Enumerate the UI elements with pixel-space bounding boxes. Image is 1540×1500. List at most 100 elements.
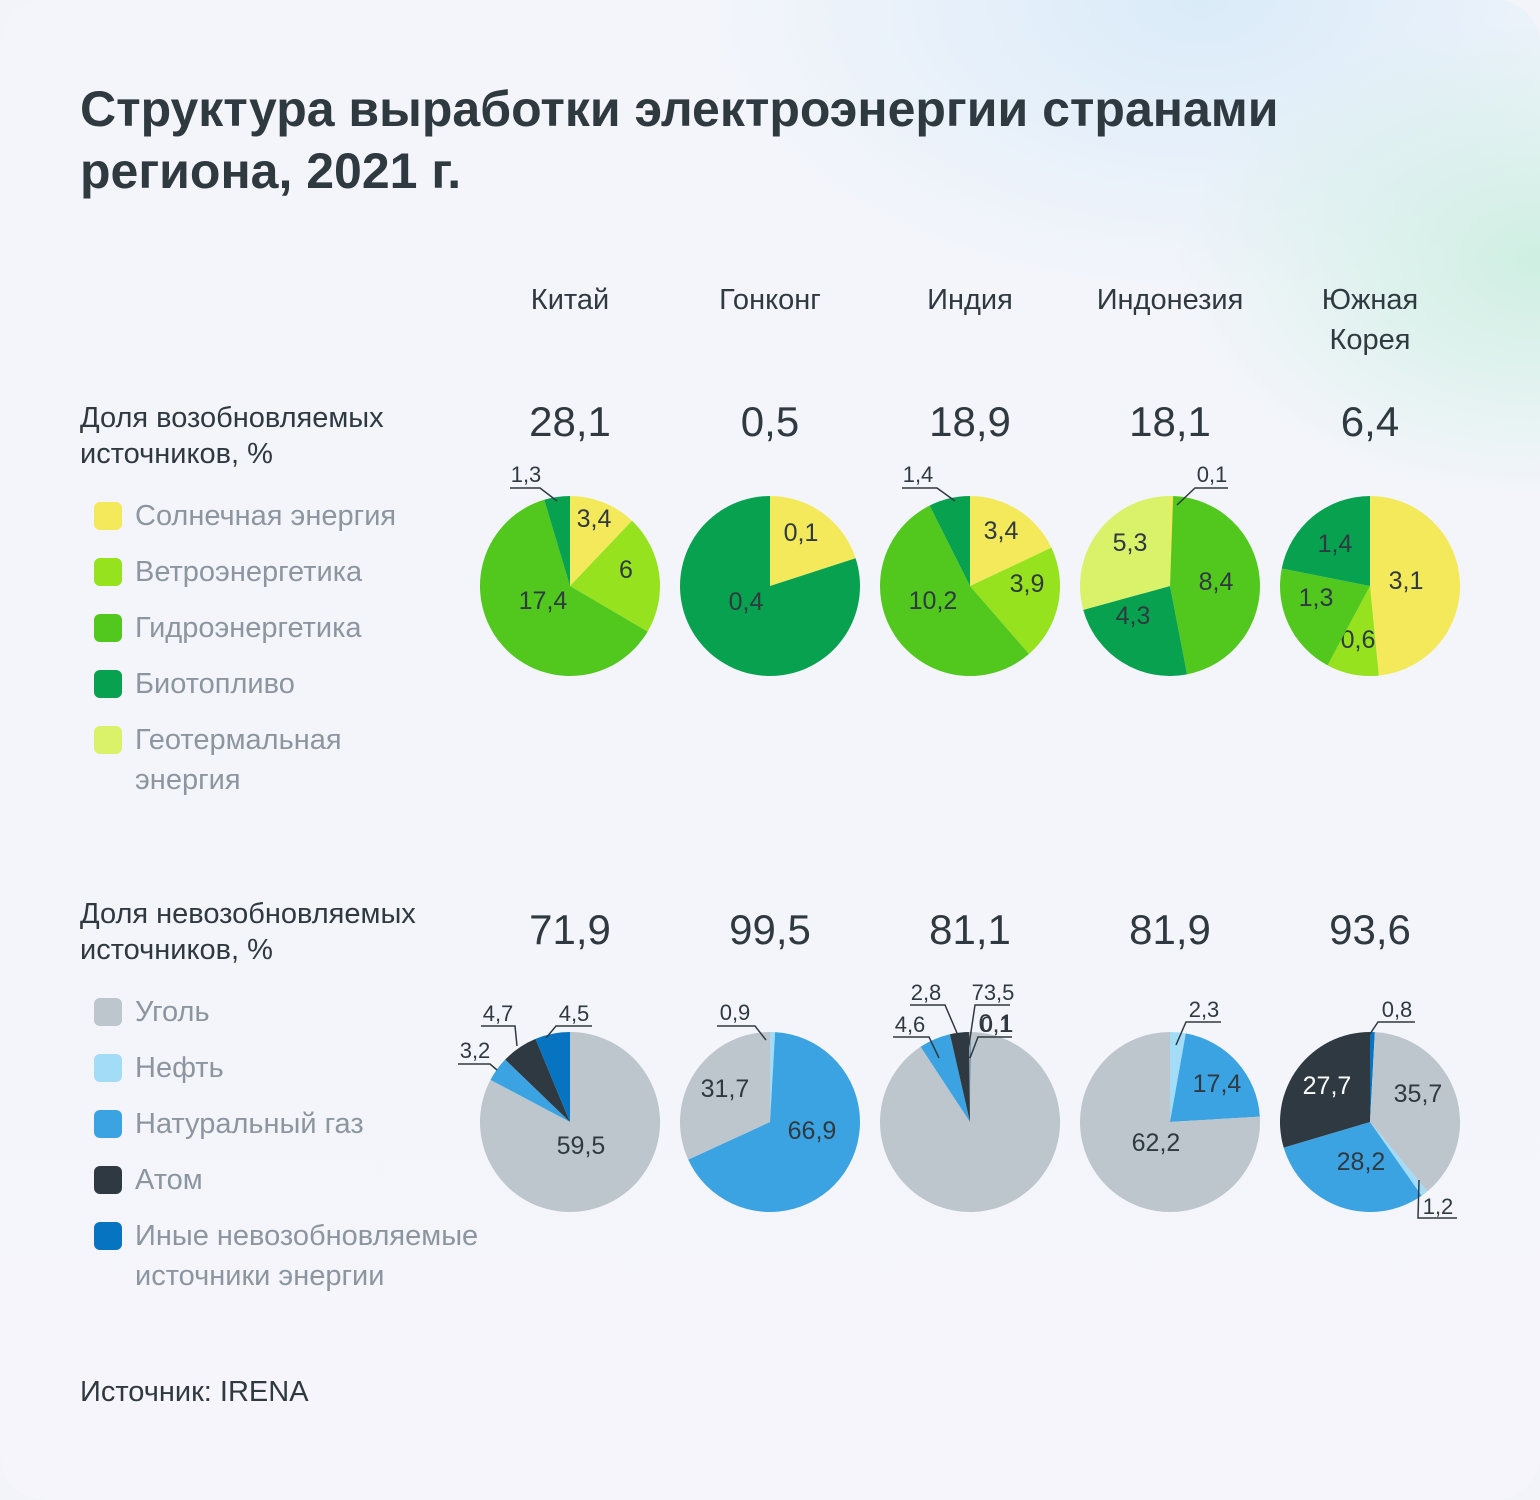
pie-slice-renewable-india-biofuel bbox=[929, 496, 970, 586]
pie-slice-renewable-indonesia-geothermal bbox=[1080, 496, 1170, 610]
pie-slice-nonrenewable-china-other bbox=[535, 1032, 570, 1122]
pie-label-nonrenewable-south-korea-gas: 28,2 bbox=[1337, 1148, 1386, 1176]
pie-slice-nonrenewable-south-korea-oil bbox=[1370, 1122, 1428, 1196]
callout-line-renewable-indonesia-solar bbox=[1176, 487, 1228, 506]
pie-slice-nonrenewable-hongkong-gas bbox=[688, 1032, 861, 1213]
renewable-total-indonesia: 18,1 bbox=[1129, 398, 1211, 445]
pie-slice-renewable-hongkong-solar bbox=[770, 496, 856, 586]
callout-label-nonrenewable-china-gas: 3,2 bbox=[460, 1038, 491, 1063]
callout-label-nonrenewable-india-nuclear: 2,8 bbox=[911, 980, 942, 1005]
country-label-india: Индия bbox=[927, 284, 1013, 316]
pie-label-nonrenewable-south-korea-coal: 35,7 bbox=[1394, 1080, 1443, 1108]
callout-line-renewable-china-biofuel bbox=[510, 487, 558, 502]
callout-label-nonrenewable-india-coal: 73,5 bbox=[972, 980, 1015, 1005]
pie-label-nonrenewable-hongkong-gas: 66,9 bbox=[788, 1117, 837, 1145]
pie-label-renewable-india-solar: 3,4 bbox=[984, 517, 1019, 545]
renewable-total-south-korea: 6,4 bbox=[1340, 398, 1400, 445]
pie-label-renewable-china-wind: 6 bbox=[619, 556, 633, 584]
callout-line-nonrenewable-indonesia-oil bbox=[1175, 1021, 1221, 1046]
renewable-total-hongkong: 0,5 bbox=[740, 398, 800, 445]
legend-label-oil: Нефть bbox=[135, 1052, 224, 1084]
pie-slice-renewable-china-solar bbox=[570, 496, 633, 586]
callout-line-nonrenewable-india-gas bbox=[893, 1036, 940, 1059]
pie-label-renewable-india-hydro: 10,2 bbox=[909, 587, 958, 615]
pie-slice-nonrenewable-hongkong-oil bbox=[770, 1032, 776, 1122]
pie-slice-nonrenewable-indonesia-gas bbox=[1170, 1033, 1260, 1122]
pie-label-nonrenewable-indonesia-gas: 17,4 bbox=[1193, 1070, 1242, 1098]
legend-item-wind: Ветроэнергетика bbox=[94, 552, 554, 592]
legend-swatch-nuclear bbox=[94, 1166, 122, 1194]
legend-swatch-solar bbox=[94, 502, 122, 530]
pie-label-renewable-south-korea-wind: 0,6 bbox=[1341, 626, 1376, 654]
callout-line-nonrenewable-south-korea-other bbox=[1365, 1021, 1415, 1041]
pie-slice-nonrenewable-india-other bbox=[970, 1031, 971, 1122]
pie-slice-renewable-south-korea-hydro bbox=[1280, 568, 1370, 666]
callout-line-nonrenewable-china-other bbox=[545, 1025, 592, 1039]
legend-label-coal: Уголь bbox=[135, 996, 210, 1028]
callout-line-nonrenewable-india-oil bbox=[969, 1036, 1012, 1059]
nonrenewable-total-south-korea: 93,6 bbox=[1329, 906, 1411, 953]
pie-slice-nonrenewable-indonesia-oil bbox=[1170, 1032, 1186, 1122]
pie-slice-nonrenewable-indonesia-coal bbox=[1079, 1032, 1260, 1213]
pie-label-renewable-indonesia-biofuel: 4,3 bbox=[1116, 602, 1151, 630]
pie-slice-renewable-south-korea-wind bbox=[1327, 586, 1379, 677]
legend-label-hydro: Гидроэнергетика bbox=[135, 612, 362, 644]
pie-slice-renewable-china-biofuel bbox=[544, 496, 570, 586]
legend-item-other: Иные невозобновляемые источники энергии bbox=[94, 1216, 555, 1296]
legend-swatch-hydro bbox=[94, 614, 122, 642]
callout-line-renewable-india-biofuel bbox=[902, 487, 956, 502]
legend-item-hydro: Гидроэнергетика bbox=[94, 608, 554, 648]
pie-label-renewable-hongkong-solar: 0,1 bbox=[784, 519, 819, 547]
nonrenewable-legend: Уголь Нефть Натуральный газ Атом Иные не… bbox=[94, 992, 554, 1312]
pie-label-nonrenewable-indonesia-coal: 62,2 bbox=[1132, 1129, 1181, 1157]
pie-label-renewable-china-hydro: 17,4 bbox=[519, 587, 568, 615]
country-label-indonesia: Индонезия bbox=[1096, 284, 1244, 316]
legend-swatch-geothermal bbox=[94, 726, 122, 754]
callout-label-nonrenewable-south-korea-other: 0,8 bbox=[1382, 997, 1413, 1022]
pie-label-nonrenewable-china-coal: 59,5 bbox=[557, 1132, 606, 1160]
pie-label-renewable-hongkong-biofuel: 0,4 bbox=[729, 588, 764, 616]
callout-line-nonrenewable-india-coal bbox=[967, 1004, 1010, 1053]
pie-slice-renewable-indonesia-biofuel bbox=[1083, 586, 1188, 676]
callout-line-nonrenewable-china-nuclear bbox=[481, 1025, 518, 1047]
callout-line-nonrenewable-china-gas bbox=[458, 1063, 498, 1071]
pie-slice-renewable-indonesia-hydro bbox=[1170, 496, 1260, 675]
callout-label-nonrenewable-indonesia-oil: 2,3 bbox=[1189, 997, 1220, 1022]
nonrenewable-total-hongkong: 99,5 bbox=[729, 906, 811, 953]
chart-title: Структура выработки электроэнергии стран… bbox=[80, 81, 1279, 199]
pie-slice-nonrenewable-india-coal bbox=[880, 1032, 1061, 1212]
pie-slice-nonrenewable-south-korea-gas bbox=[1283, 1122, 1422, 1212]
pie-slice-nonrenewable-hongkong-coal bbox=[679, 1032, 770, 1160]
pie-slice-nonrenewable-china-coal bbox=[480, 1032, 661, 1212]
pie-label-renewable-south-korea-biofuel: 1,4 bbox=[1318, 530, 1353, 558]
pie-label-renewable-india-wind: 3,9 bbox=[1010, 570, 1045, 598]
pie-slice-renewable-china-hydro bbox=[479, 499, 648, 677]
legend-swatch-oil bbox=[94, 1054, 122, 1082]
renewable-total-india: 18,9 bbox=[929, 398, 1011, 445]
country-label-south-korea: Южная Корея bbox=[1321, 284, 1419, 356]
pie-label-nonrenewable-south-korea-nuclear: 27,7 bbox=[1303, 1072, 1352, 1100]
callout-label-nonrenewable-south-korea-oil: 1,2 bbox=[1423, 1194, 1454, 1219]
callout-label-nonrenewable-india-gas: 4,6 bbox=[895, 1012, 926, 1037]
callout-label-renewable-china-biofuel: 1,3 bbox=[511, 462, 542, 487]
pie-label-renewable-indonesia-hydro: 8,4 bbox=[1199, 568, 1234, 596]
country-label-china: Китай bbox=[530, 284, 610, 316]
nonrenewable-total-india: 81,1 bbox=[929, 906, 1011, 953]
legend-swatch-biofuel bbox=[94, 670, 122, 698]
legend-swatch-other bbox=[94, 1222, 122, 1250]
callout-label-nonrenewable-india-oil: 0,1 bbox=[981, 1012, 1012, 1037]
nonrenewable-total-indonesia: 81,9 bbox=[1129, 906, 1211, 953]
callout-line-nonrenewable-india-nuclear bbox=[910, 1004, 961, 1041]
legend-item-biofuel: Биотопливо bbox=[94, 664, 554, 704]
pie-slice-nonrenewable-south-korea-coal bbox=[1370, 1032, 1461, 1192]
legend-item-nuclear: Атом bbox=[94, 1160, 554, 1200]
legend-item-gas: Натуральный газ bbox=[94, 1104, 554, 1144]
pie-label-renewable-south-korea-hydro: 1,3 bbox=[1299, 584, 1334, 612]
pie-label-renewable-china-solar: 3,4 bbox=[577, 505, 612, 533]
callout-label-nonrenewable-hongkong-oil: 0,9 bbox=[720, 1000, 751, 1025]
legend-label-biofuel: Биотопливо bbox=[135, 668, 295, 700]
callout-label-nonrenewable-china-other: 4,5 bbox=[559, 1001, 590, 1026]
pie-label-nonrenewable-hongkong-coal: 31,7 bbox=[701, 1075, 750, 1103]
nonrenewable-total-china: 71,9 bbox=[529, 906, 611, 953]
